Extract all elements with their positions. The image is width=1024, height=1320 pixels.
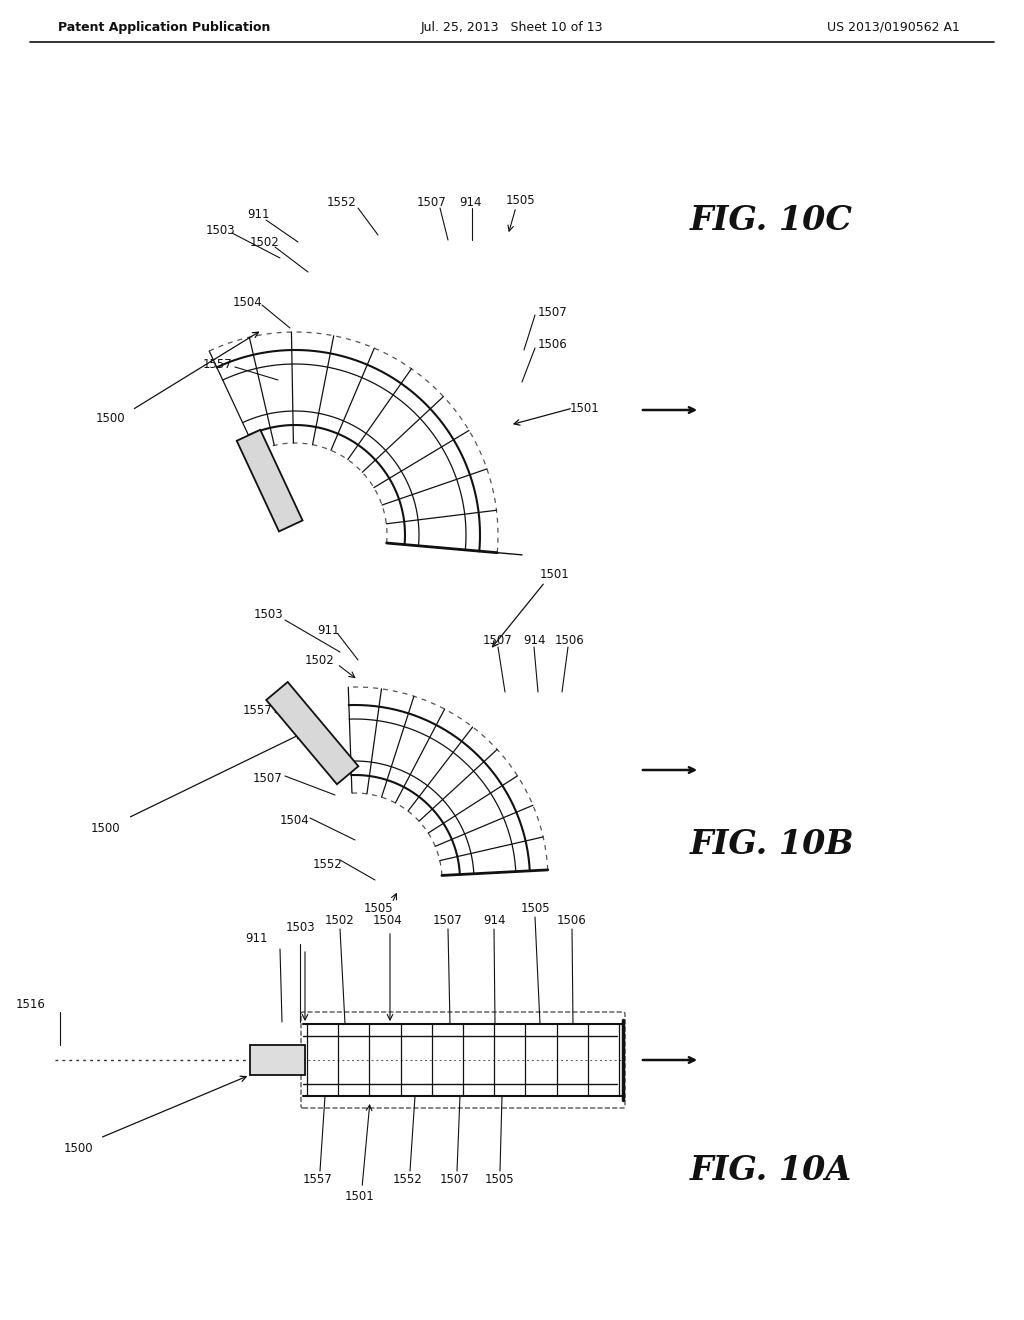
Polygon shape bbox=[266, 682, 358, 784]
Text: 1502: 1502 bbox=[305, 653, 335, 667]
Text: 1552: 1552 bbox=[327, 195, 357, 209]
Text: 1506: 1506 bbox=[538, 338, 567, 351]
Text: 911: 911 bbox=[246, 932, 268, 945]
Text: 1516: 1516 bbox=[16, 998, 46, 1011]
Text: 1503: 1503 bbox=[286, 921, 314, 935]
Text: 911: 911 bbox=[316, 623, 339, 636]
Text: 1500: 1500 bbox=[63, 1142, 93, 1155]
Text: 1507: 1507 bbox=[417, 195, 446, 209]
Text: 1504: 1504 bbox=[233, 296, 263, 309]
Text: 1503: 1503 bbox=[205, 223, 234, 236]
Text: 914: 914 bbox=[522, 634, 545, 647]
Text: 1501: 1501 bbox=[570, 401, 600, 414]
Text: FIG. 10A: FIG. 10A bbox=[690, 1154, 852, 1187]
Text: 1557: 1557 bbox=[243, 704, 272, 717]
Text: 914: 914 bbox=[459, 195, 481, 209]
Text: 1552: 1552 bbox=[313, 858, 343, 871]
Text: 1500: 1500 bbox=[95, 412, 125, 425]
Text: FIG. 10B: FIG. 10B bbox=[690, 829, 855, 862]
Text: 1505: 1505 bbox=[364, 902, 393, 915]
Text: 1507: 1507 bbox=[433, 913, 463, 927]
Text: 1502: 1502 bbox=[326, 913, 355, 927]
Text: 1505: 1505 bbox=[505, 194, 535, 206]
Text: FIG. 10C: FIG. 10C bbox=[690, 203, 853, 236]
Text: 1500: 1500 bbox=[90, 821, 120, 834]
Text: 1557: 1557 bbox=[303, 1173, 333, 1185]
Text: 1501: 1501 bbox=[540, 569, 570, 582]
Text: 1501: 1501 bbox=[345, 1191, 375, 1203]
Text: Patent Application Publication: Patent Application Publication bbox=[58, 21, 270, 33]
Text: 1503: 1503 bbox=[253, 609, 283, 622]
Text: 1557: 1557 bbox=[203, 359, 232, 371]
Polygon shape bbox=[237, 430, 302, 532]
Text: 1507: 1507 bbox=[483, 634, 513, 647]
Text: 1552: 1552 bbox=[393, 1173, 423, 1185]
Text: 1506: 1506 bbox=[555, 634, 585, 647]
Text: 1504: 1504 bbox=[281, 813, 310, 826]
Text: 1504: 1504 bbox=[373, 913, 402, 927]
Text: 1505: 1505 bbox=[520, 902, 550, 915]
Text: 1506: 1506 bbox=[557, 913, 587, 927]
Text: 1502: 1502 bbox=[250, 235, 280, 248]
Text: 1507: 1507 bbox=[538, 305, 567, 318]
Text: 1507: 1507 bbox=[440, 1173, 470, 1185]
Bar bbox=[250, 1045, 305, 1074]
Text: Jul. 25, 2013   Sheet 10 of 13: Jul. 25, 2013 Sheet 10 of 13 bbox=[421, 21, 603, 33]
Text: 1507: 1507 bbox=[253, 771, 283, 784]
Text: 914: 914 bbox=[482, 913, 505, 927]
Text: 1505: 1505 bbox=[484, 1173, 514, 1185]
Text: US 2013/0190562 A1: US 2013/0190562 A1 bbox=[827, 21, 961, 33]
Text: 911: 911 bbox=[247, 209, 269, 222]
